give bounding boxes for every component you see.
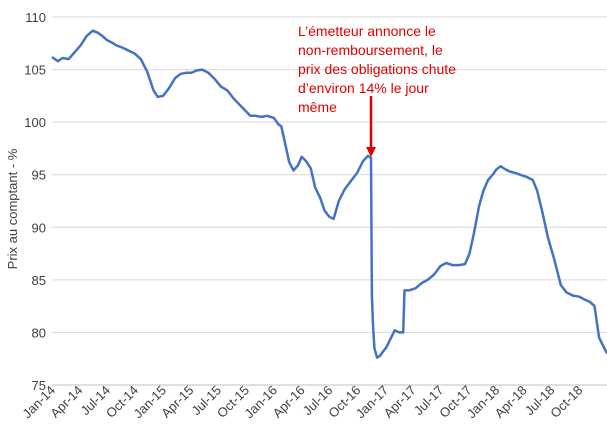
- series-line: [51, 29, 607, 359]
- annotation-arrow-head: [366, 146, 377, 157]
- y-tick-label: 110: [25, 10, 46, 25]
- series-group: [51, 29, 607, 359]
- x-tick-label: Apr-16: [270, 383, 308, 421]
- y-tick-label: 85: [32, 273, 46, 288]
- annotation: L’émetteur annonce le non-remboursement, …: [298, 23, 456, 157]
- annotation-text: L’émetteur annonce le: [298, 23, 436, 39]
- y-tick-label: 75: [32, 378, 46, 393]
- y-tick-label: 80: [32, 325, 46, 340]
- y-tick-label: 95: [32, 168, 46, 183]
- y-tick-label: 105: [24, 63, 46, 78]
- gridlines: [52, 16, 607, 333]
- y-axis-label: Prix au comptant - %: [5, 148, 20, 269]
- annotation-text: prix des obligations chute: [298, 61, 456, 77]
- annotation-text: même: [298, 99, 337, 115]
- annotation-text: non-remboursement, le: [298, 42, 443, 58]
- x-axis-ticks: Jan-14Apr-14Jul-14Oct-14Jan-15Apr-15Jul-…: [19, 383, 585, 422]
- y-tick-label: 100: [24, 115, 46, 130]
- y-axis-ticks: 75 80 85 90 95 100 105 110: [24, 10, 46, 393]
- x-tick-label: Oct-18: [547, 383, 585, 421]
- y-tick-label: 90: [32, 220, 46, 235]
- annotation-text: d’environ 14% le jour: [298, 80, 429, 96]
